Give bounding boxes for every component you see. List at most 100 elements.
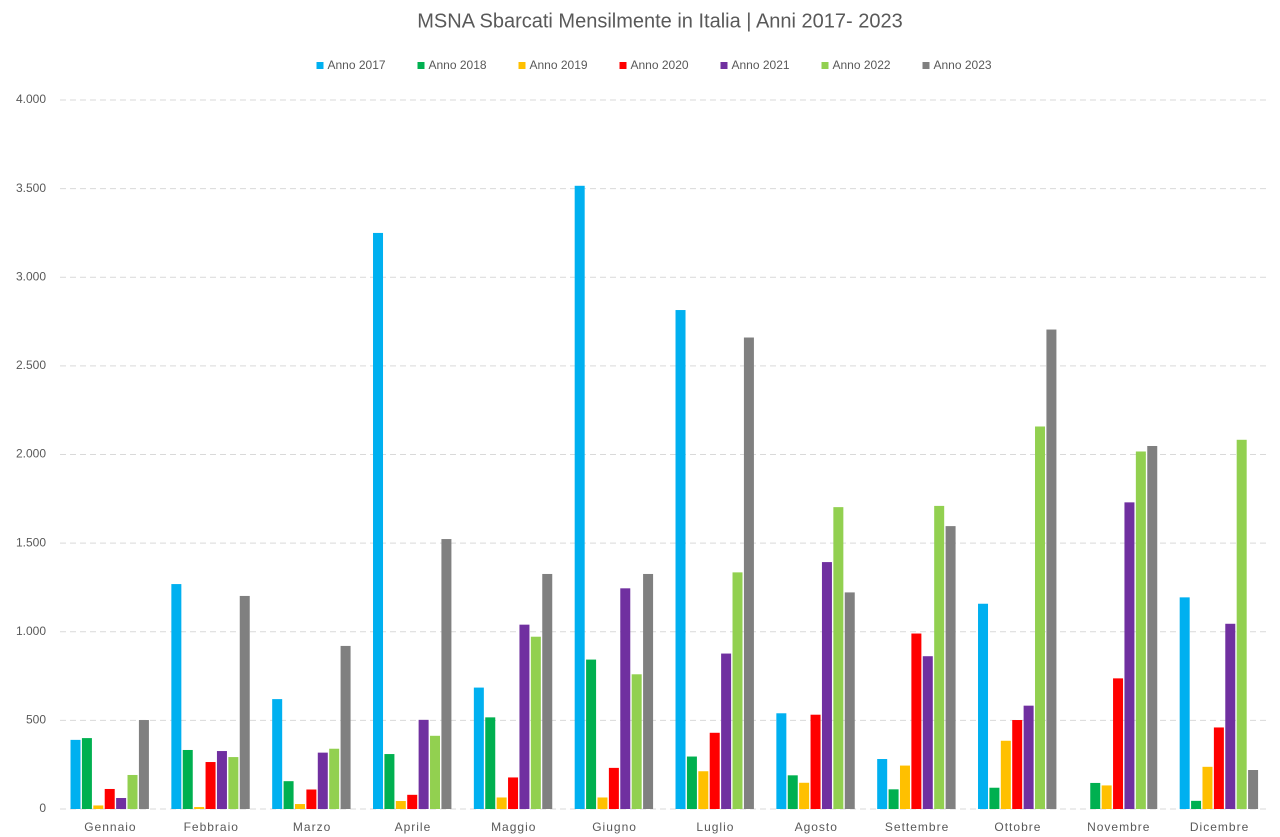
x-tick-label: Dicembre: [1190, 820, 1249, 834]
bar: [1090, 782, 1101, 809]
bar: [1000, 740, 1011, 809]
bar: [721, 653, 732, 809]
bar: [1179, 597, 1190, 809]
bar: [496, 797, 507, 809]
bar: [922, 656, 933, 809]
legend-swatch: [316, 62, 324, 69]
x-tick-label: Settembre: [885, 820, 949, 834]
bar: [686, 756, 697, 809]
bar: [675, 310, 686, 809]
bar: [934, 505, 945, 809]
bar: [709, 732, 720, 809]
bar: [194, 807, 205, 809]
bar: [597, 797, 608, 809]
bar: [945, 526, 956, 809]
bar: [272, 699, 283, 809]
bar: [205, 762, 216, 809]
bar: [631, 674, 642, 809]
bar: [70, 739, 81, 809]
bar: [989, 787, 1000, 809]
bar: [1101, 785, 1112, 809]
bar: [732, 572, 743, 809]
x-tick-label: Marzo: [293, 820, 331, 834]
legend-swatch: [922, 62, 930, 69]
bar: [586, 659, 597, 809]
bar: [608, 767, 619, 809]
y-tick-label: 4.000: [16, 92, 46, 106]
bar: [1236, 439, 1247, 809]
bar: [283, 781, 294, 809]
bar: [1046, 329, 1057, 809]
bar: [810, 714, 821, 809]
bar: [395, 801, 406, 809]
bar: [216, 751, 227, 809]
bar: [1035, 426, 1046, 809]
x-tick-label: Luglio: [696, 820, 734, 834]
bar: [93, 805, 104, 809]
bar: [430, 735, 441, 809]
bar: [1248, 770, 1259, 809]
bar: [821, 562, 832, 809]
bar: [1113, 678, 1124, 809]
x-tick-label: Febbraio: [184, 820, 239, 834]
x-tick-label: Agosto: [795, 820, 838, 834]
bar: [171, 584, 182, 809]
y-tick-label: 3.500: [16, 181, 46, 195]
bar: [519, 624, 530, 809]
legend-label: Anno 2020: [631, 58, 689, 72]
bar: [911, 633, 922, 809]
bar: [1213, 727, 1224, 809]
chart-title: MSNA Sbarcati Mensilmente in Italia | An…: [417, 10, 902, 32]
bar: [574, 185, 585, 809]
bar: [81, 738, 92, 809]
bar: [698, 771, 709, 809]
bar: [329, 748, 340, 809]
bar: [294, 804, 305, 809]
bar: [844, 592, 855, 809]
bar: [787, 775, 798, 809]
bar: [418, 719, 429, 809]
bar: [1124, 502, 1135, 809]
x-tick-label: Ottobre: [994, 820, 1041, 834]
legend-label: Anno 2019: [530, 58, 588, 72]
legend-swatch: [619, 62, 627, 69]
bar: [138, 720, 149, 809]
y-tick-label: 3.000: [16, 269, 46, 283]
bar: [306, 789, 317, 809]
bar: [743, 337, 754, 809]
bar: [239, 595, 250, 809]
legend-label: Anno 2017: [328, 58, 386, 72]
bar: [1012, 720, 1023, 809]
legend-label: Anno 2021: [732, 58, 790, 72]
bar: [1191, 800, 1202, 809]
bar: [978, 603, 989, 809]
legend-swatch: [417, 62, 425, 69]
y-tick-label: 500: [26, 713, 46, 727]
x-tick-label: Aprile: [395, 820, 432, 834]
bar: [877, 759, 888, 809]
y-tick-label: 1.500: [16, 535, 46, 549]
bar: [542, 573, 553, 809]
legend-swatch: [518, 62, 526, 69]
bar: [799, 782, 810, 809]
legend-swatch: [821, 62, 829, 69]
bar: [116, 798, 127, 809]
bar: [888, 789, 899, 809]
y-tick-label: 0: [39, 801, 46, 815]
x-tick-label: Gennaio: [84, 820, 136, 834]
bar: [899, 765, 910, 809]
legend-label: Anno 2023: [934, 58, 992, 72]
bar: [508, 777, 519, 809]
bar: [407, 794, 418, 809]
bar: [384, 754, 395, 809]
bar: [441, 539, 452, 809]
x-tick-label: Giugno: [592, 820, 637, 834]
bar: [373, 232, 384, 809]
bar: [127, 774, 138, 809]
x-tick-label: Maggio: [491, 820, 536, 834]
y-tick-label: 2.000: [16, 447, 46, 461]
bar: [1135, 451, 1146, 809]
bar: [1202, 766, 1213, 809]
bar: [228, 757, 239, 809]
